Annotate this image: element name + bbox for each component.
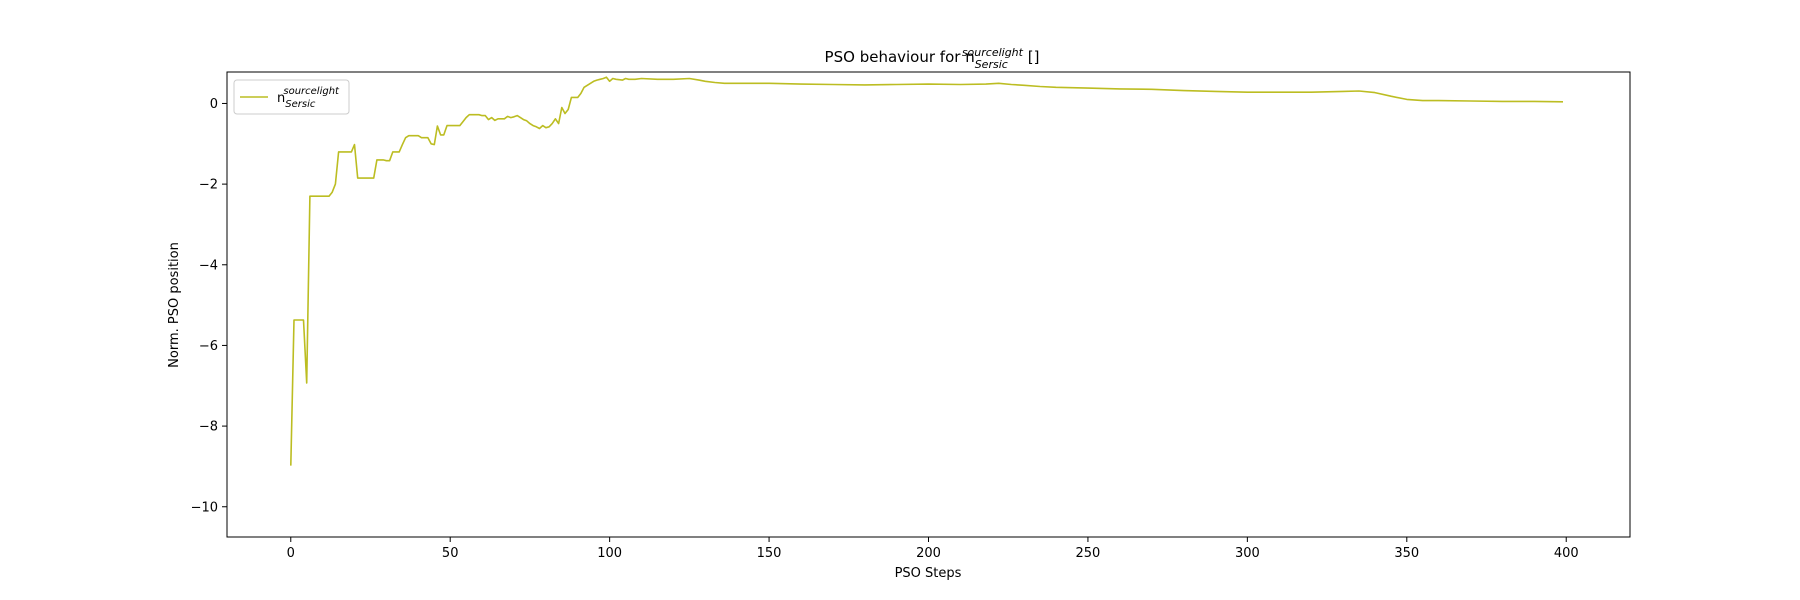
- x-axis-label: PSO Steps: [895, 566, 962, 581]
- x-tick-label: 250: [1076, 546, 1101, 561]
- y-tick-label: −2: [199, 178, 218, 193]
- y-tick-label: 0: [210, 97, 218, 112]
- title-superscript: sourcelight: [962, 46, 1024, 59]
- legend-label-base: n: [277, 91, 285, 106]
- x-tick-label: 350: [1394, 546, 1419, 561]
- x-tick-label: 300: [1235, 546, 1260, 561]
- y-tick-label: −6: [199, 339, 218, 354]
- title-prefix: PSO behaviour for n: [825, 48, 975, 66]
- x-tick-label: 200: [916, 546, 941, 561]
- y-tick-label: −8: [199, 420, 218, 435]
- x-tick-label: 100: [597, 546, 622, 561]
- title-subscript: Sersic: [975, 58, 1008, 71]
- legend-label: nSersic sourcelight: [277, 86, 340, 110]
- legend-label-subscript: Sersic: [285, 99, 316, 110]
- x-tick-label: 150: [757, 546, 782, 561]
- legend-label-superscript: sourcelight: [283, 86, 340, 97]
- x-tick-label: 0: [287, 546, 295, 561]
- series-line-n-sersic-sourcelight: [290, 76, 1564, 466]
- legend: nSersic sourcelight: [233, 79, 350, 115]
- x-axis-ticks: 0 50 100 150 200 250 300 350 400: [287, 537, 1579, 561]
- y-axis-ticks: 0 −2 −4 −6 −8 −10: [191, 97, 227, 515]
- x-tick-label: 50: [442, 546, 459, 561]
- title-suffix: []: [1023, 48, 1039, 66]
- y-axis-label: Norm. PSO position: [167, 242, 182, 368]
- y-tick-label: −4: [199, 258, 218, 273]
- y-tick-label: −10: [191, 500, 218, 515]
- chart-title: PSO behaviour for nSersicsourcelight []: [825, 46, 1040, 71]
- x-tick-label: 400: [1554, 546, 1579, 561]
- legend-box: [233, 79, 350, 115]
